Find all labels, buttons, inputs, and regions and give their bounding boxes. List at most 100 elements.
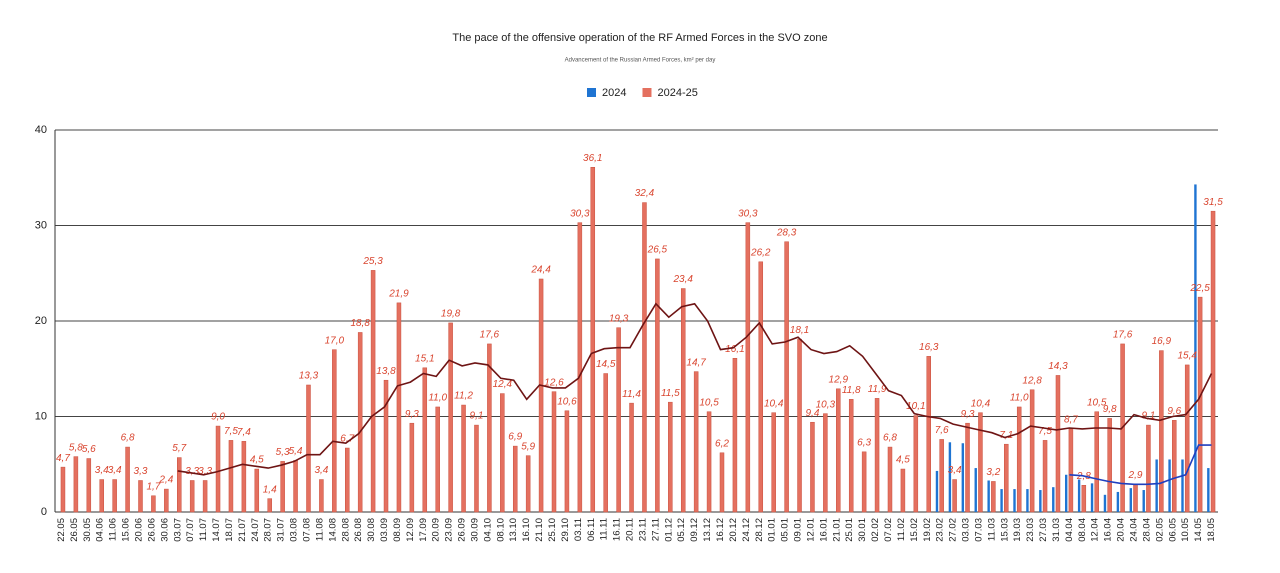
bar — [1181, 459, 1184, 512]
value-label: 26,5 — [647, 245, 668, 256]
x-tick-label: 20.06 — [133, 518, 144, 542]
bar — [616, 327, 621, 513]
bar — [719, 452, 725, 513]
trend-line — [177, 302, 1213, 476]
bar — [771, 412, 776, 513]
x-tick-label: 11.11 — [599, 518, 610, 540]
x-tick-label: 31.07 — [276, 518, 287, 542]
legend-swatch — [642, 88, 652, 97]
bar — [1207, 468, 1210, 512]
value-label: 7,1 — [999, 430, 1013, 441]
value-label: 12,9 — [829, 374, 849, 385]
bar — [900, 468, 906, 513]
value-label: 4,5 — [896, 455, 910, 466]
value-label: 11,5 — [661, 388, 680, 399]
bar — [138, 480, 143, 513]
x-tick-label: 11.03 — [986, 518, 997, 541]
x-tick-label: 13.10 — [508, 518, 519, 542]
bar — [86, 458, 92, 513]
bar — [461, 404, 466, 513]
bar — [1077, 479, 1081, 512]
bar — [642, 202, 647, 513]
value-label: 16,3 — [919, 342, 939, 353]
x-tick-label: 12.09 — [405, 518, 416, 542]
bar — [965, 422, 970, 513]
bar — [978, 412, 983, 513]
bar — [202, 480, 208, 513]
value-label: 23,4 — [672, 274, 693, 285]
x-tick-label: 07.02 — [883, 518, 894, 542]
x-tick-label: 06.11 — [586, 518, 597, 541]
bar — [939, 439, 944, 513]
value-label: 8,7 — [1064, 415, 1078, 426]
value-label: 9,0 — [211, 412, 225, 423]
x-tick-label: 16.01 — [818, 518, 829, 542]
x-tick-label: 21.01 — [831, 518, 842, 542]
value-label: 2,9 — [1128, 470, 1143, 481]
bar — [1172, 420, 1177, 513]
x-tick-label: 30.05 — [82, 518, 93, 542]
bar — [125, 446, 130, 513]
bar — [668, 401, 673, 513]
bar — [1146, 424, 1151, 513]
x-tick-label: 28.07 — [263, 518, 274, 542]
value-label: 30,3 — [738, 208, 758, 219]
x-tick-label: 06.05 — [1167, 518, 1178, 542]
bar — [991, 481, 996, 513]
bar — [60, 466, 66, 513]
x-tick-label: 26.05 — [69, 518, 80, 542]
bar — [1068, 428, 1074, 513]
bar — [1129, 488, 1133, 512]
value-label: 10,6 — [557, 396, 577, 407]
bar — [745, 222, 751, 513]
legend-label: 2024 — [602, 87, 626, 99]
bar — [1210, 210, 1216, 513]
bar — [164, 488, 169, 513]
value-label: 24,4 — [530, 265, 551, 276]
bar — [758, 261, 764, 513]
x-tick-label: 07.03 — [973, 518, 984, 542]
x-tick-label: 01.01 — [767, 518, 778, 542]
x-tick-label: 15.02 — [909, 518, 920, 542]
x-tick-label: 17.09 — [418, 518, 429, 542]
x-tick-label: 04.04 — [1064, 518, 1075, 542]
bar — [332, 349, 337, 513]
value-label: 5,8 — [69, 442, 83, 453]
bar — [810, 421, 815, 513]
value-label: 3,4 — [108, 465, 122, 476]
value-label: 6,2 — [715, 438, 729, 449]
value-label: 5,3 — [276, 447, 290, 458]
x-tick-label: 10.05 — [1180, 518, 1191, 542]
bar — [693, 371, 699, 513]
x-tick-label: 18.05 — [1206, 518, 1217, 542]
x-tick-label: 16.12 — [715, 518, 726, 542]
x-tick-label: 03.09 — [379, 518, 390, 542]
x-tick-label: 01.12 — [663, 518, 674, 542]
bar — [1064, 474, 1068, 512]
bar — [254, 468, 260, 513]
bar — [987, 480, 990, 512]
x-tick-label: 16.10 — [521, 518, 532, 542]
x-tick-label: 18.07 — [224, 518, 235, 542]
value-label: 5,9 — [521, 441, 535, 452]
bar — [1013, 489, 1016, 512]
bar — [1039, 490, 1042, 512]
bar — [189, 480, 195, 513]
bar — [935, 470, 939, 512]
bar — [151, 495, 156, 513]
bar — [512, 445, 518, 513]
bar — [655, 258, 660, 513]
x-tick-label: 13.12 — [702, 518, 713, 542]
value-label: 11,8 — [842, 385, 861, 396]
value-label: 6,7 — [340, 434, 354, 445]
bar — [680, 288, 686, 513]
x-tick-label: 03.08 — [289, 518, 300, 542]
x-tick-label: 22.05 — [56, 518, 67, 542]
x-tick-label: 20.11 — [625, 518, 636, 541]
value-label: 11,2 — [454, 391, 473, 402]
x-tick-label: 27.03 — [1038, 518, 1049, 542]
bar — [383, 379, 389, 513]
value-label: 3,4 — [948, 465, 962, 476]
x-tick-label: 15.03 — [999, 518, 1010, 542]
x-tick-label: 07.08 — [301, 518, 312, 542]
